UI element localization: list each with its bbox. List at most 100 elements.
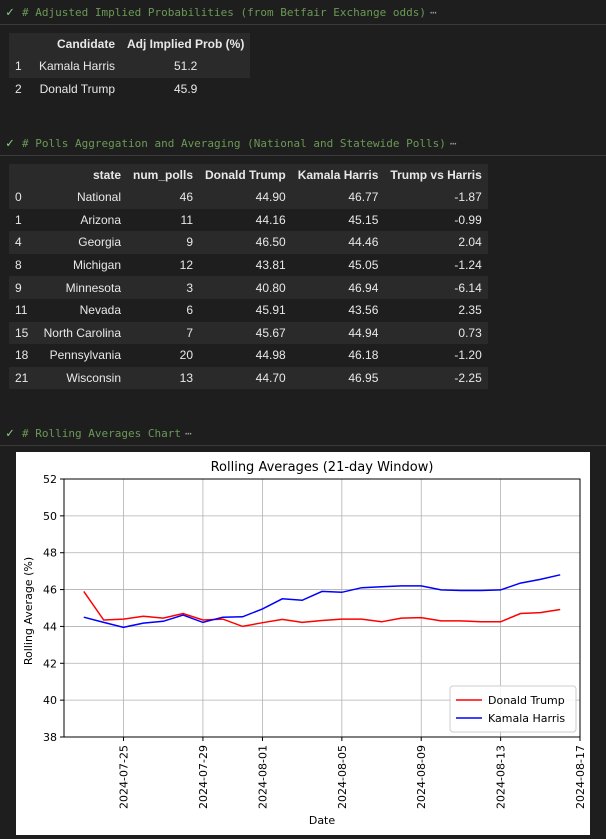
cell-candidate: Kamala Harris <box>38 59 115 74</box>
table-header-row: state num_polls Donald Trump Kamala Harr… <box>9 164 488 186</box>
table-row: 1 Arizona 11 44.16 45.15 -0.99 <box>9 208 488 232</box>
table-row: 21 Wisconsin 13 44.70 46.95 -2.25 <box>9 366 488 390</box>
cell-probability: 51.2 <box>173 59 198 74</box>
column-header: num_polls <box>133 168 194 182</box>
series-line-kamala-harris <box>83 574 561 629</box>
chart-output: Rolling Averages (21-day Window) Rolling… <box>16 452 590 835</box>
cell-trump: 40.80 <box>255 280 286 295</box>
cell-num-polls: 46 <box>179 190 194 205</box>
cell-divider <box>0 445 606 446</box>
more-icon[interactable]: ⋯ <box>184 426 192 440</box>
cell-harris: 44.46 <box>348 235 379 250</box>
cell-probability: 45.9 <box>173 81 198 96</box>
cell-header-chart[interactable]: ✓ # Rolling Averages Chart ⋯ <box>0 422 606 444</box>
cell-header-probabilities[interactable]: ✓ # Adjusted Implied Probabilities (from… <box>0 1 606 23</box>
cell-num-polls: 9 <box>186 235 194 250</box>
column-header <box>9 33 29 55</box>
cell-state: National <box>76 190 121 205</box>
cell-trump: 43.81 <box>255 258 286 273</box>
cell-state: Michigan <box>72 258 121 273</box>
x-tick-label: 2024-07-25 <box>118 745 131 809</box>
x-tick-label: 2024-08-17 <box>574 745 587 809</box>
table-row: 8 Michigan 12 43.81 45.05 -1.24 <box>9 253 488 277</box>
cell-trump: 44.98 <box>255 348 286 363</box>
chart-legend: Donald Trump Kamala Harris <box>449 685 577 733</box>
column-header: state <box>92 168 121 182</box>
table-row: 1 Kamala Harris 51.2 <box>9 55 251 78</box>
cell-harris: 45.15 <box>348 212 379 227</box>
cell-margin: -1.24 <box>454 258 482 273</box>
cell-harris: 46.77 <box>348 190 379 205</box>
polls-table: state num_polls Donald Trump Kamala Harr… <box>9 164 488 390</box>
series-line-donald-trump <box>83 590 561 628</box>
y-tick-label: 40 <box>43 694 57 707</box>
row-index: 21 <box>15 371 29 386</box>
cell-margin: 0.73 <box>458 325 482 340</box>
cell-state: Wisconsin <box>66 371 121 386</box>
table-row: 15 North Carolina 7 45.67 44.94 0.73 <box>9 321 488 345</box>
more-icon[interactable]: ⋯ <box>449 136 457 150</box>
y-tick-label: 50 <box>43 510 57 523</box>
cell-header-text: # Rolling Averages Chart <box>22 426 181 440</box>
cell-state: Arizona <box>80 212 121 227</box>
row-index: 11 <box>15 303 28 318</box>
column-header: Kamala Harris <box>297 168 379 182</box>
chart-title: Rolling Averages (21-day Window) <box>211 460 434 475</box>
cell-candidate: Donald Trump <box>39 81 115 96</box>
cell-num-polls: 20 <box>179 348 194 363</box>
y-tick-label: 44 <box>43 620 57 633</box>
row-index: 4 <box>15 235 22 250</box>
y-tick-label: 52 <box>43 473 57 486</box>
cell-harris: 46.94 <box>348 280 379 295</box>
cell-state: Minnesota <box>65 280 121 295</box>
column-header: Candidate <box>56 37 115 51</box>
cell-num-polls: 13 <box>179 371 194 386</box>
cell-trump: 45.67 <box>255 325 286 340</box>
y-tick-label: 46 <box>43 584 57 597</box>
cell-state: Georgia <box>78 235 121 250</box>
table-header-row: Candidate Adj Implied Prob (%) <box>9 33 251 55</box>
table-row: 11 Nevada 6 45.91 43.56 2.35 <box>9 298 488 322</box>
cell-header-text: # Adjusted Implied Probabilities (from B… <box>22 5 426 19</box>
cell-num-polls: 11 <box>180 212 194 227</box>
row-index: 0 <box>15 190 22 205</box>
cell-trump: 44.16 <box>255 212 286 227</box>
column-header: Donald Trump <box>205 168 286 182</box>
cell-harris: 43.56 <box>348 303 379 318</box>
cell-header-polls[interactable]: ✓ # Polls Aggregation and Averaging (Nat… <box>0 132 606 154</box>
cell-margin: -0.99 <box>454 212 482 227</box>
x-tick-label: 2024-08-13 <box>495 745 508 809</box>
cell-trump: 44.90 <box>255 190 286 205</box>
row-index: 15 <box>15 325 29 340</box>
cell-margin: -2.25 <box>454 371 482 386</box>
cell-state: Pennsylvania <box>49 348 121 363</box>
row-index: 2 <box>15 81 22 96</box>
cell-margin: 2.35 <box>458 303 482 318</box>
legend-label: Donald Trump <box>488 694 565 707</box>
cell-num-polls: 7 <box>186 325 194 340</box>
x-tick-label: 2024-08-01 <box>256 745 269 809</box>
y-tick-label: 48 <box>43 547 57 560</box>
cell-trump: 46.50 <box>255 235 286 250</box>
cell-header-text: # Polls Aggregation and Averaging (Natio… <box>22 136 446 150</box>
x-axis-label: Date <box>309 814 336 827</box>
table-row: 9 Minnesota 3 40.80 46.94 -6.14 <box>9 276 488 299</box>
x-tick-label: 2024-08-09 <box>415 745 428 809</box>
cell-state: Nevada <box>79 303 121 318</box>
y-axis-label: Rolling Average (%) <box>22 557 35 665</box>
table-row: 0 National 46 44.90 46.77 -1.87 <box>9 186 488 209</box>
cell-divider <box>0 24 606 25</box>
cell-harris: 46.95 <box>348 371 379 386</box>
check-icon: ✓ <box>6 135 14 151</box>
cell-margin: -1.87 <box>454 190 482 205</box>
table-row: 2 Donald Trump 45.9 <box>9 77 251 101</box>
table-row: 18 Pennsylvania 20 44.98 46.18 -1.20 <box>9 344 488 367</box>
legend-frame <box>449 685 577 733</box>
cell-margin: -1.20 <box>454 348 482 363</box>
row-index: 8 <box>15 258 22 273</box>
rolling-averages-chart: Rolling Averages (21-day Window) Rolling… <box>22 460 587 827</box>
cell-trump: 45.91 <box>255 303 286 318</box>
probabilities-table: Candidate Adj Implied Prob (%) 1 Kamala … <box>9 33 251 101</box>
column-header <box>9 164 35 186</box>
more-icon[interactable]: ⋯ <box>429 5 437 19</box>
